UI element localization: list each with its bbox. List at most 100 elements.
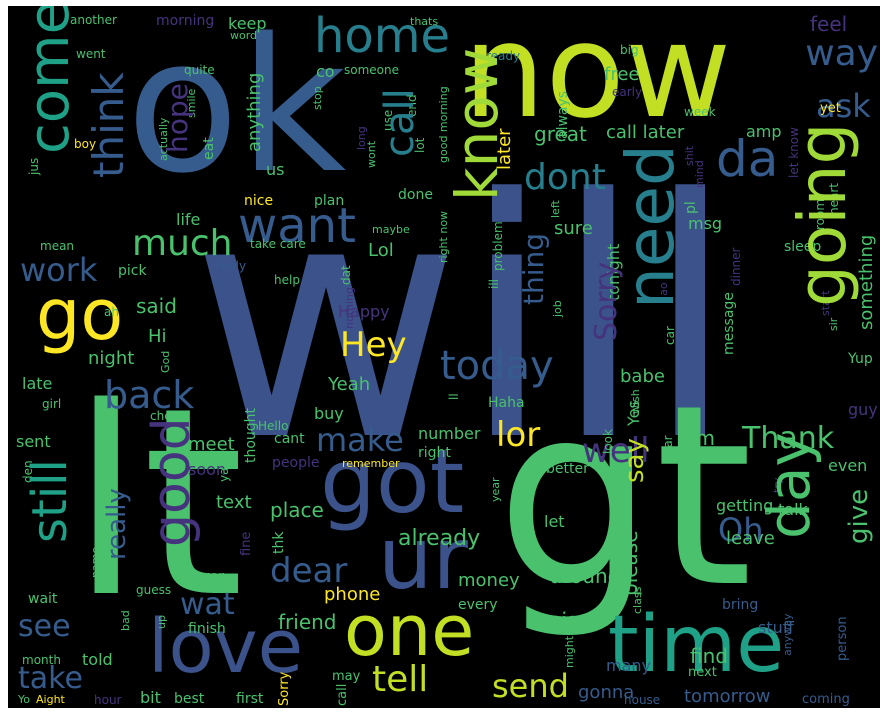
word-check: check — [150, 409, 186, 423]
word-want: want — [238, 198, 356, 254]
word-first: first — [236, 691, 264, 707]
word-right: right — [418, 445, 451, 461]
word-hi: Hi — [148, 326, 167, 347]
word-talk: talk — [778, 500, 808, 519]
word-up: up — [155, 614, 168, 629]
word-sir: sir — [827, 317, 840, 332]
word-lor: lor — [496, 415, 541, 455]
word-soon: soon — [188, 460, 227, 479]
word-going: going — [784, 123, 861, 308]
word-guy: guy — [848, 400, 878, 419]
word-got: got — [320, 430, 465, 533]
word-finish: finish — [188, 621, 226, 637]
word-friend: friend — [278, 610, 337, 634]
word-person: person — [835, 616, 850, 662]
word-nice: nice — [244, 193, 274, 209]
word-sorry: Sorry — [277, 671, 292, 706]
word-life: life — [176, 210, 201, 229]
word-may: may — [332, 669, 361, 684]
word-wat: wat — [180, 587, 235, 622]
word-best: best — [174, 691, 205, 707]
word-mean: mean — [40, 239, 75, 253]
word-da: da — [716, 130, 779, 188]
word-well: well — [582, 431, 650, 471]
word-thought: thought — [243, 407, 259, 463]
word-hope: hope — [161, 83, 194, 153]
word-early: early — [612, 85, 643, 99]
word-way: way — [805, 33, 878, 74]
word-week: week — [684, 105, 716, 119]
word-maybe: maybe — [372, 223, 410, 236]
word-good: good — [142, 416, 202, 547]
word-gt: gt — [496, 351, 753, 642]
word-eat: eat — [201, 137, 217, 161]
word-number: number — [418, 424, 481, 443]
word-really: really — [102, 488, 132, 561]
word-jus: jus — [27, 157, 41, 175]
word-went: went — [76, 47, 106, 61]
word-buy: buy — [314, 404, 344, 423]
word-text: text — [216, 492, 252, 513]
word-always: always — [555, 90, 571, 139]
word-something: something — [856, 234, 877, 330]
word-night: night — [88, 348, 135, 369]
word-pick: pick — [118, 263, 147, 279]
word-call: call — [335, 683, 350, 706]
word-gonna: gonna — [578, 682, 635, 703]
word-ready: ready — [486, 49, 521, 63]
word-another: another — [70, 13, 117, 27]
word-many: many — [606, 656, 651, 675]
word-babe: babe — [620, 366, 665, 387]
word-yeah: Yeah — [328, 374, 371, 395]
word-told: told — [82, 650, 113, 669]
word-done: done — [398, 187, 433, 203]
word-bit: bit — [140, 688, 161, 707]
word-still: still — [22, 459, 78, 544]
word-big: big — [620, 43, 639, 57]
word-thats: thats — [410, 15, 439, 28]
word-boy: boy — [74, 137, 97, 151]
word-sent: sent — [16, 432, 51, 451]
word-stuff: stuff — [758, 618, 794, 637]
word-never: never — [184, 569, 225, 585]
word-cant: cant — [274, 431, 305, 447]
word-ya: ya — [217, 467, 231, 482]
word-work: work — [20, 251, 98, 289]
word-better: better — [546, 461, 589, 477]
word-aight: Aight — [36, 693, 65, 706]
word-cloud: will lt gt ok now got ur time love one go home want m… — [8, 6, 880, 708]
word-take-care: take care — [250, 237, 306, 251]
word-hour: hour — [94, 693, 122, 707]
word-feel: feel — [810, 12, 848, 36]
word-morning: morning — [156, 13, 215, 29]
word-month: month — [22, 653, 61, 667]
word-coming: coming — [802, 692, 850, 707]
word-take: take — [18, 661, 83, 696]
word-dat: dat — [339, 265, 353, 285]
word-need: need — [612, 144, 689, 310]
word-left: left — [549, 199, 562, 218]
word-im: im — [690, 426, 716, 450]
word-car: car — [663, 325, 677, 345]
word-ah: ah — [104, 305, 119, 319]
word-yet: yet — [820, 101, 841, 116]
word-wont: wont — [365, 140, 378, 168]
word-time: time — [608, 600, 785, 690]
word-love: love — [148, 604, 304, 690]
word-anything: anything — [244, 72, 265, 152]
word-dont: dont — [524, 157, 606, 198]
word-bring: bring — [722, 597, 759, 613]
word-plan: plan — [314, 193, 345, 209]
word-miss: miss — [542, 608, 588, 632]
word-ill: ill — [487, 278, 501, 289]
word-meet: meet — [188, 434, 235, 455]
word-tomorrow: tomorrow — [684, 686, 771, 707]
word-right-now: right now — [437, 211, 450, 264]
word-place: place — [270, 498, 324, 522]
word-co: co — [316, 62, 335, 81]
word-quite: quite — [184, 63, 215, 77]
word-msg: msg — [688, 214, 723, 233]
word-find: find — [690, 644, 728, 668]
word-job: job — [551, 300, 564, 318]
word-even: even — [828, 456, 868, 475]
